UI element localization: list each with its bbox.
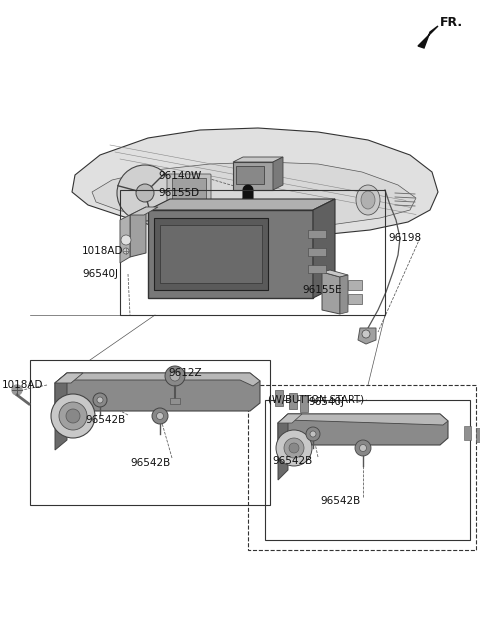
Circle shape bbox=[362, 330, 370, 338]
Text: 96542B: 96542B bbox=[320, 496, 360, 506]
Circle shape bbox=[51, 394, 95, 438]
Polygon shape bbox=[340, 275, 348, 314]
Bar bbox=[120, 190, 385, 315]
Polygon shape bbox=[55, 373, 260, 388]
Text: 9612Z: 9612Z bbox=[168, 368, 202, 378]
Polygon shape bbox=[130, 207, 146, 257]
Circle shape bbox=[289, 443, 299, 453]
Circle shape bbox=[117, 165, 173, 221]
Text: 96155D: 96155D bbox=[158, 188, 199, 198]
Circle shape bbox=[355, 440, 371, 456]
Text: FR.: FR. bbox=[440, 15, 463, 29]
FancyBboxPatch shape bbox=[236, 166, 264, 184]
Polygon shape bbox=[120, 215, 130, 263]
FancyBboxPatch shape bbox=[172, 178, 206, 200]
Text: (W/BUTTON START): (W/BUTTON START) bbox=[268, 395, 364, 405]
Circle shape bbox=[156, 413, 164, 420]
Text: 96540J: 96540J bbox=[82, 269, 118, 279]
FancyBboxPatch shape bbox=[233, 162, 273, 190]
Text: 1018AD: 1018AD bbox=[2, 380, 44, 390]
Bar bbox=[308, 265, 326, 273]
Bar bbox=[30, 360, 270, 505]
Bar bbox=[348, 280, 362, 290]
Polygon shape bbox=[418, 26, 438, 48]
Circle shape bbox=[12, 385, 22, 395]
Bar bbox=[476, 428, 480, 442]
Bar bbox=[308, 248, 326, 256]
Circle shape bbox=[306, 427, 320, 441]
Bar bbox=[160, 225, 262, 283]
Polygon shape bbox=[55, 373, 67, 450]
Circle shape bbox=[123, 248, 129, 254]
Text: 96542B: 96542B bbox=[130, 458, 170, 468]
Bar bbox=[300, 396, 308, 412]
Text: 96140W: 96140W bbox=[158, 171, 201, 181]
Text: 96540J: 96540J bbox=[308, 397, 344, 407]
Circle shape bbox=[170, 371, 180, 381]
Circle shape bbox=[93, 393, 107, 407]
Text: 96198: 96198 bbox=[388, 233, 421, 243]
Polygon shape bbox=[55, 373, 83, 383]
Polygon shape bbox=[278, 414, 302, 423]
Polygon shape bbox=[148, 199, 335, 210]
Bar bbox=[275, 390, 283, 406]
Ellipse shape bbox=[361, 191, 375, 209]
Polygon shape bbox=[313, 199, 335, 298]
Polygon shape bbox=[55, 373, 260, 411]
Ellipse shape bbox=[356, 185, 380, 215]
Polygon shape bbox=[92, 162, 416, 228]
Text: 96542B: 96542B bbox=[85, 415, 125, 425]
Text: 1018AD: 1018AD bbox=[82, 246, 123, 256]
Polygon shape bbox=[72, 128, 438, 237]
Bar bbox=[170, 398, 180, 404]
Circle shape bbox=[284, 438, 304, 458]
Circle shape bbox=[136, 184, 154, 202]
Text: 96542B: 96542B bbox=[272, 456, 312, 466]
Polygon shape bbox=[278, 414, 448, 445]
Circle shape bbox=[121, 235, 131, 245]
Polygon shape bbox=[278, 414, 288, 480]
Polygon shape bbox=[130, 207, 158, 215]
Polygon shape bbox=[322, 270, 348, 277]
Circle shape bbox=[276, 430, 312, 466]
Polygon shape bbox=[273, 157, 283, 190]
Bar bbox=[348, 294, 362, 304]
Circle shape bbox=[165, 366, 185, 386]
Circle shape bbox=[360, 445, 367, 452]
Circle shape bbox=[97, 397, 103, 403]
Circle shape bbox=[59, 402, 87, 430]
Polygon shape bbox=[358, 328, 376, 344]
FancyBboxPatch shape bbox=[154, 218, 268, 290]
FancyBboxPatch shape bbox=[167, 174, 211, 204]
Polygon shape bbox=[278, 414, 448, 428]
Bar bbox=[265, 400, 470, 540]
Circle shape bbox=[310, 431, 316, 437]
Bar bbox=[289, 393, 297, 409]
Polygon shape bbox=[233, 157, 283, 162]
Circle shape bbox=[66, 409, 80, 423]
Bar bbox=[308, 230, 326, 238]
Text: 96155E: 96155E bbox=[302, 285, 342, 295]
Circle shape bbox=[152, 408, 168, 424]
Bar bbox=[248, 385, 476, 550]
Bar bbox=[148, 210, 313, 298]
Bar bbox=[464, 426, 471, 440]
Polygon shape bbox=[322, 272, 340, 314]
